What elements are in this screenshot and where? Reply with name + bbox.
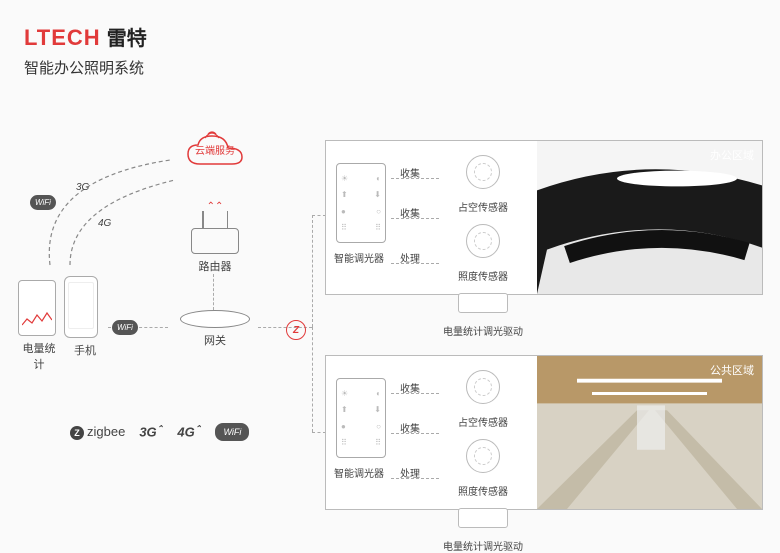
- link-to-zone2: [312, 432, 326, 433]
- badge-3g: 3G⌃: [139, 424, 163, 439]
- arrow: [391, 218, 439, 219]
- occupancy-label: 占空传感器: [458, 199, 508, 214]
- stats-label: 电量统计: [18, 340, 60, 372]
- occupancy-sensor-icon: [466, 155, 500, 189]
- arrow: [391, 263, 439, 264]
- gateway-node: 网关: [175, 310, 255, 348]
- dimmer-label: 智能调光器: [334, 465, 384, 480]
- driver-label: 电量统计调光驱动: [443, 538, 523, 553]
- wifi-badge: WiFi: [112, 320, 138, 335]
- driver-icon: [458, 508, 508, 528]
- illuminance-sensor-icon: [466, 224, 500, 258]
- scene-tag-public: 公共区域: [710, 362, 754, 378]
- illuminance-label: 照度传感器: [458, 268, 508, 283]
- link-router-gateway: [213, 274, 214, 310]
- gateway-label: 网关: [175, 332, 255, 348]
- illuminance-label: 照度传感器: [458, 483, 508, 498]
- cellular-arc: [30, 150, 200, 270]
- phone-label: 手机: [64, 342, 106, 358]
- system-diagram: 云端服务 3G 4G WiFi ⌃⌃ 路由器 网关 电量统计 手机 WiFi: [0, 0, 780, 550]
- router-icon: ⌃⌃: [191, 228, 239, 254]
- tech-badges: Zzigbee 3G⌃ 4G⌃ WiFi: [70, 423, 249, 441]
- wifi-badge: WiFi: [30, 195, 56, 210]
- arrow: [391, 393, 439, 394]
- label-3g: 3G: [76, 182, 89, 193]
- dimmer-label: 智能调光器: [334, 250, 384, 265]
- driver-icon: [458, 293, 508, 313]
- driver-label: 电量统计调光驱动: [443, 323, 523, 338]
- stats-card-icon: [18, 280, 56, 336]
- power-stats-node: 电量统计: [18, 280, 60, 372]
- scene-tag-office: 办公区域: [710, 147, 754, 163]
- wifi-badge: WiFi: [215, 423, 249, 441]
- scene-photo-office: 办公区域: [537, 141, 762, 294]
- occupancy-sensor-icon: [466, 370, 500, 404]
- phone-icon: [64, 276, 98, 338]
- phone-node: 手机: [64, 276, 106, 358]
- cloud-label: 云端服务: [195, 142, 235, 157]
- arrow: [391, 478, 439, 479]
- arrow: [391, 178, 439, 179]
- illuminance-sensor-icon: [466, 439, 500, 473]
- router-node: ⌃⌃ 路由器: [185, 228, 245, 274]
- zigbee-badge: Zzigbee: [70, 424, 125, 440]
- badge-4g: 4G⌃: [177, 424, 201, 439]
- sensor-stack-2: 占空传感器 照度传感器 电量统计调光驱动: [443, 370, 523, 553]
- wifi-icon: ⌃⌃: [207, 201, 224, 212]
- dimmer-panel-icon: ☀◐ ⬆⬇ ●○ ⠿⠿: [336, 378, 386, 458]
- occupancy-label: 占空传感器: [458, 414, 508, 429]
- link-branch-up: [312, 215, 313, 327]
- dimmer-panel-icon: ☀◐ ⬆⬇ ●○ ⠿⠿: [336, 163, 386, 243]
- link-branch-down: [312, 327, 313, 432]
- zigbee-icon: Z: [286, 320, 306, 340]
- label-4g: 4G: [98, 218, 111, 229]
- sensor-stack-1: 占空传感器 照度传感器 电量统计调光驱动: [443, 155, 523, 338]
- scene-photo-public: 公共区域: [537, 356, 762, 509]
- link-to-zone1: [312, 215, 326, 216]
- arrow: [391, 433, 439, 434]
- router-label: 路由器: [185, 258, 245, 274]
- gateway-icon: [180, 310, 250, 328]
